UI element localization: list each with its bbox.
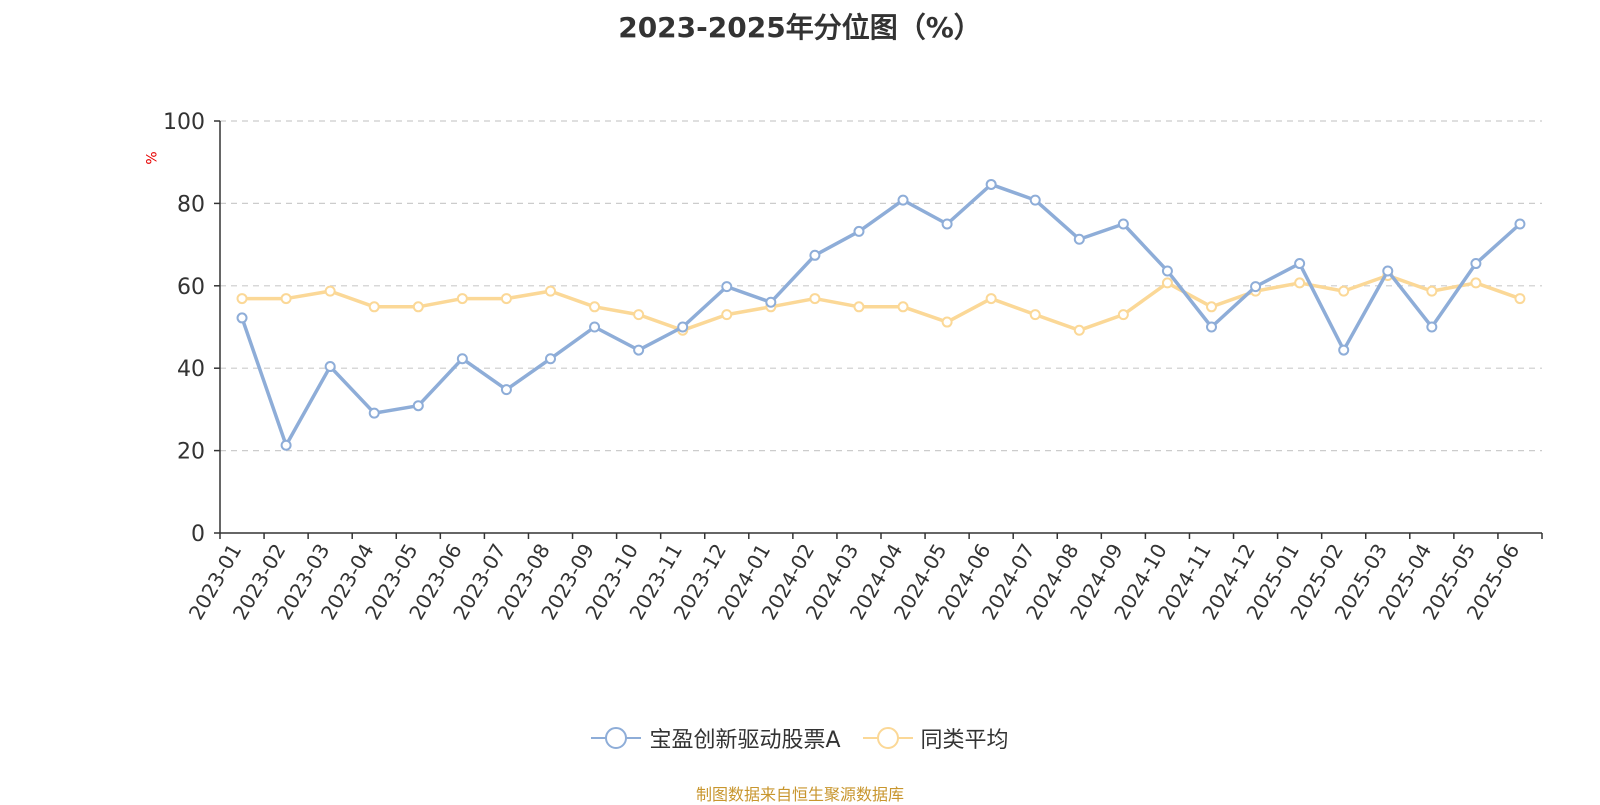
data-point: [941, 316, 953, 328]
data-point: [1338, 285, 1350, 297]
data-point: [1250, 281, 1262, 293]
data-point: [941, 218, 953, 230]
data-point: [236, 293, 248, 305]
legend-marker-icon: [862, 726, 913, 750]
data-point: [765, 296, 777, 308]
data-point: [721, 281, 733, 293]
data-point: [809, 293, 821, 305]
data-point: [1338, 344, 1350, 356]
data-point: [985, 178, 997, 190]
data-point: [589, 301, 601, 313]
data-point: [1073, 324, 1085, 336]
data-point: [853, 301, 865, 313]
data-point: [412, 400, 424, 412]
data-point: [236, 312, 248, 324]
chart-title: 2023-2025年分位图（%）: [618, 11, 982, 44]
data-point: [633, 309, 645, 321]
line-chart: 0204060801002023-012023-022023-032023-04…: [163, 110, 1543, 624]
data-point: [500, 293, 512, 305]
data-point: [1382, 265, 1394, 277]
axis-labels: 0204060801002023-012023-022023-032023-04…: [163, 110, 1524, 624]
y-tick-label: 100: [163, 110, 205, 135]
legend-label: 宝盈创新驱动股票A: [649, 728, 841, 753]
data-point: [545, 353, 556, 365]
data-point: [677, 321, 689, 333]
data-point: [897, 301, 909, 313]
data-point: [324, 361, 336, 373]
data-point: [1161, 265, 1173, 277]
data-point: [1206, 321, 1217, 333]
data-point: [1206, 301, 1217, 313]
legend-item-series-2[interactable]: 同类平均: [862, 722, 1009, 754]
data-point: [985, 293, 997, 305]
data-source-note: 制图数据来自恒生聚源数据库: [695, 785, 904, 804]
data-point: [545, 285, 556, 297]
legend-label: 同类平均: [920, 728, 1009, 753]
data-point: [1470, 258, 1482, 270]
data-point: [1426, 285, 1438, 297]
data-point: [589, 321, 601, 333]
legend-item-series-1[interactable]: 宝盈创新驱动股票A: [591, 722, 841, 754]
data-point: [853, 225, 865, 237]
series-line: [240, 182, 1522, 447]
data-point: [1161, 277, 1173, 289]
legend-marker-icon: [591, 726, 642, 750]
data-point: [1294, 277, 1306, 289]
data-point: [1117, 309, 1129, 321]
data-point: [1514, 293, 1526, 305]
data-point: [1470, 277, 1482, 289]
y-tick-label: 40: [177, 357, 205, 382]
data-point: [456, 293, 468, 305]
data-point: [500, 384, 512, 396]
data-point: [809, 249, 821, 261]
y-tick-label: 80: [177, 192, 205, 217]
data-point: [1514, 218, 1526, 230]
data-point: [368, 407, 380, 419]
data-point: [368, 301, 380, 313]
data-point: [412, 301, 424, 313]
y-tick-label: 60: [177, 275, 205, 300]
y-tick-label: 0: [191, 522, 205, 547]
data-point: [633, 344, 645, 356]
series-1: [236, 178, 1526, 451]
data-point: [897, 194, 909, 206]
data-point: [1426, 321, 1438, 333]
data-point: [324, 285, 336, 297]
data-point: [1294, 258, 1306, 270]
data-point: [721, 309, 733, 321]
data-point: [1029, 309, 1041, 321]
legend: 宝盈创新驱动股票A 同类平均: [0, 722, 1600, 754]
axes: [214, 120, 1543, 539]
series-line: [242, 273, 1521, 333]
y-tick-label: 20: [177, 440, 205, 465]
data-point: [1117, 218, 1129, 230]
data-point: [280, 439, 292, 451]
series-lines: [236, 178, 1526, 451]
data-point: [1029, 194, 1041, 206]
data-point: [280, 293, 292, 305]
data-point: [1073, 233, 1085, 245]
data-point: [456, 353, 468, 365]
